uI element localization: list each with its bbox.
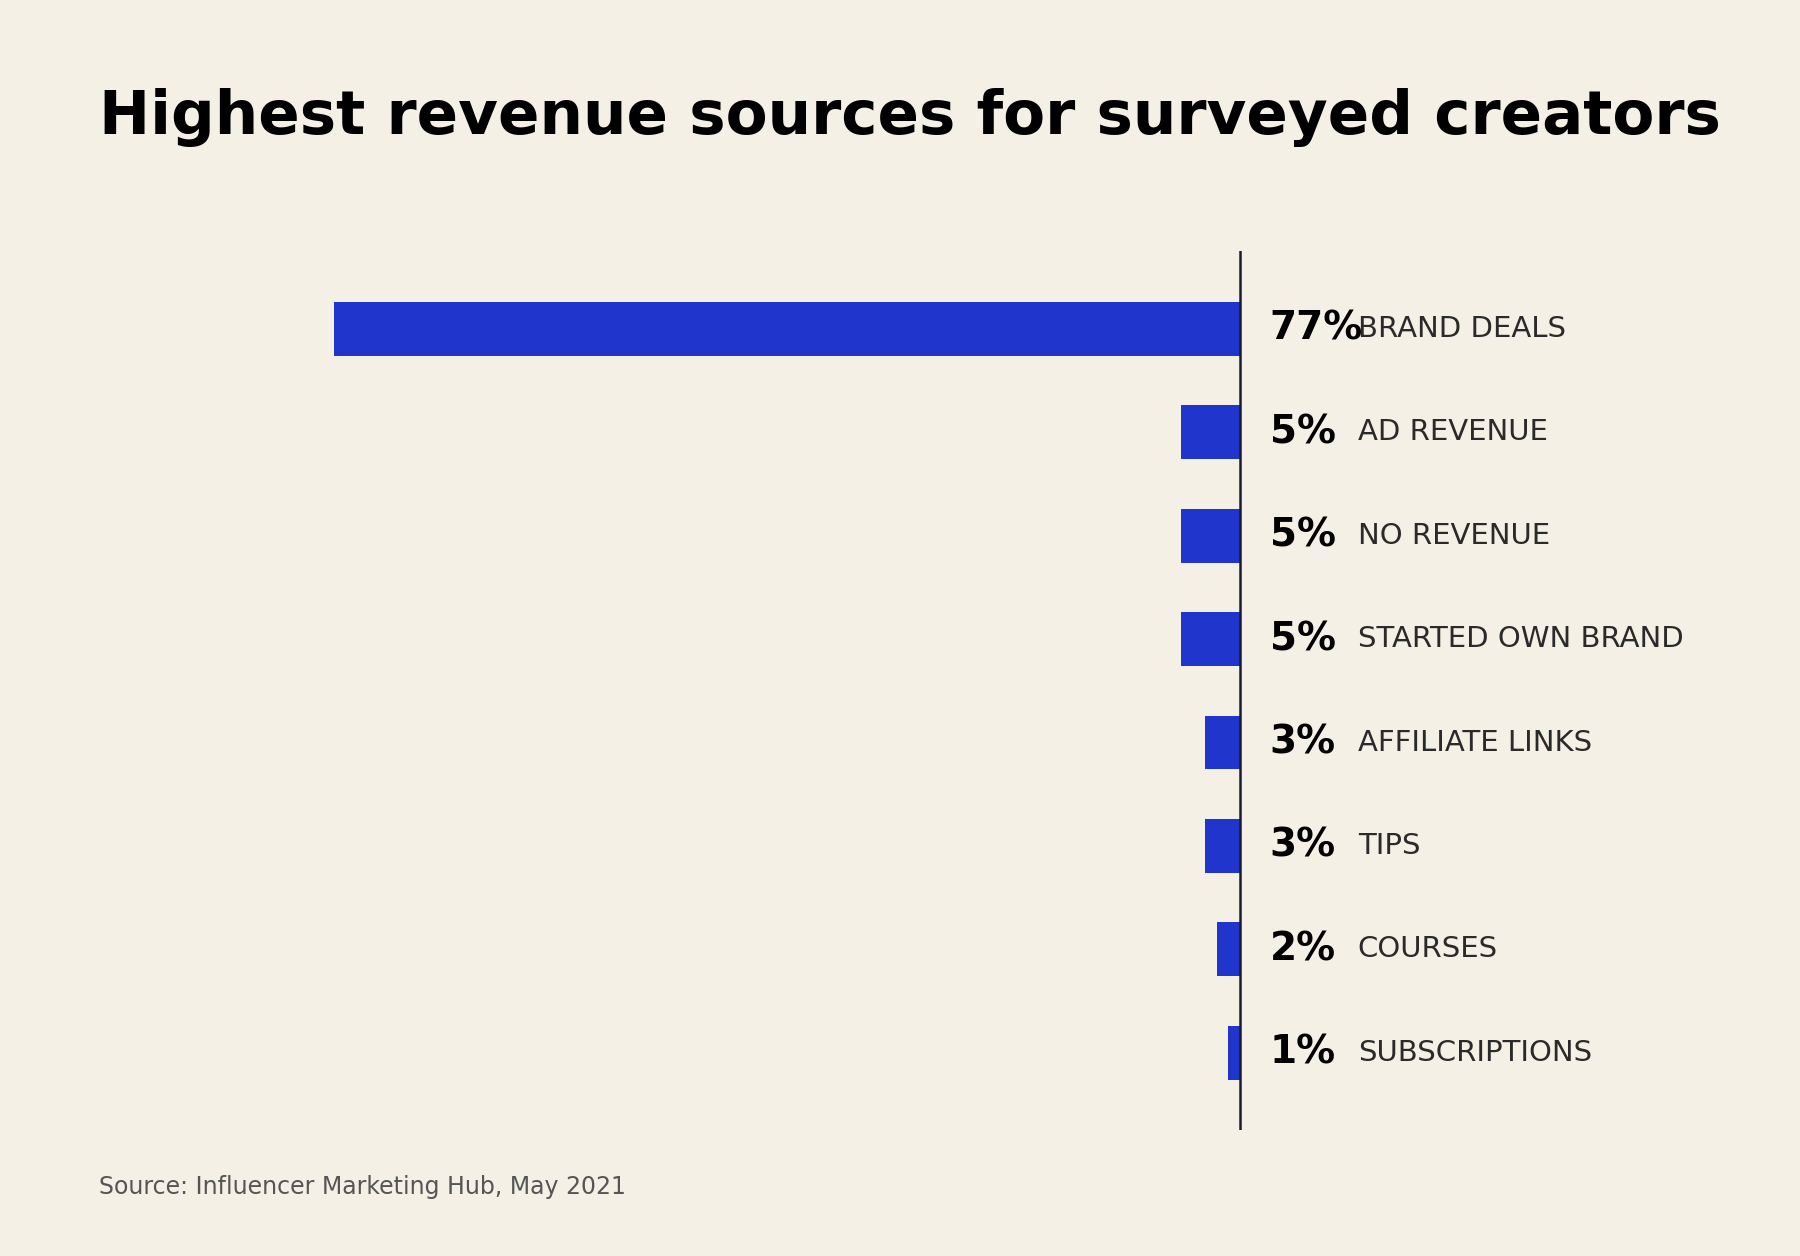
Bar xyxy=(1228,1026,1240,1080)
Text: 77%: 77% xyxy=(1269,310,1363,348)
Text: Highest revenue sources for surveyed creators: Highest revenue sources for surveyed cre… xyxy=(99,88,1721,147)
Text: COURSES: COURSES xyxy=(1357,936,1498,963)
Bar xyxy=(1181,509,1240,563)
Text: AFFILIATE LINKS: AFFILIATE LINKS xyxy=(1357,728,1591,756)
Text: Source: Influencer Marketing Hub, May 2021: Source: Influencer Marketing Hub, May 20… xyxy=(99,1176,626,1199)
Text: 3%: 3% xyxy=(1269,723,1336,761)
Text: 5%: 5% xyxy=(1269,413,1336,451)
Text: STARTED OWN BRAND: STARTED OWN BRAND xyxy=(1357,625,1683,653)
Text: 1%: 1% xyxy=(1269,1034,1336,1071)
Text: AD REVENUE: AD REVENUE xyxy=(1357,418,1548,446)
Bar xyxy=(335,301,1240,355)
Bar xyxy=(1204,716,1240,770)
Text: 5%: 5% xyxy=(1269,620,1336,658)
Text: NO REVENUE: NO REVENUE xyxy=(1357,521,1550,550)
Text: 2%: 2% xyxy=(1269,931,1336,968)
Text: BRAND DEALS: BRAND DEALS xyxy=(1357,315,1566,343)
Text: 5%: 5% xyxy=(1269,516,1336,555)
Text: TIPS: TIPS xyxy=(1357,831,1420,860)
Bar xyxy=(1181,406,1240,460)
Bar xyxy=(1181,612,1240,666)
Text: SUBSCRIPTIONS: SUBSCRIPTIONS xyxy=(1357,1039,1591,1066)
Bar xyxy=(1204,819,1240,873)
Bar xyxy=(1217,922,1240,976)
Text: 3%: 3% xyxy=(1269,826,1336,865)
